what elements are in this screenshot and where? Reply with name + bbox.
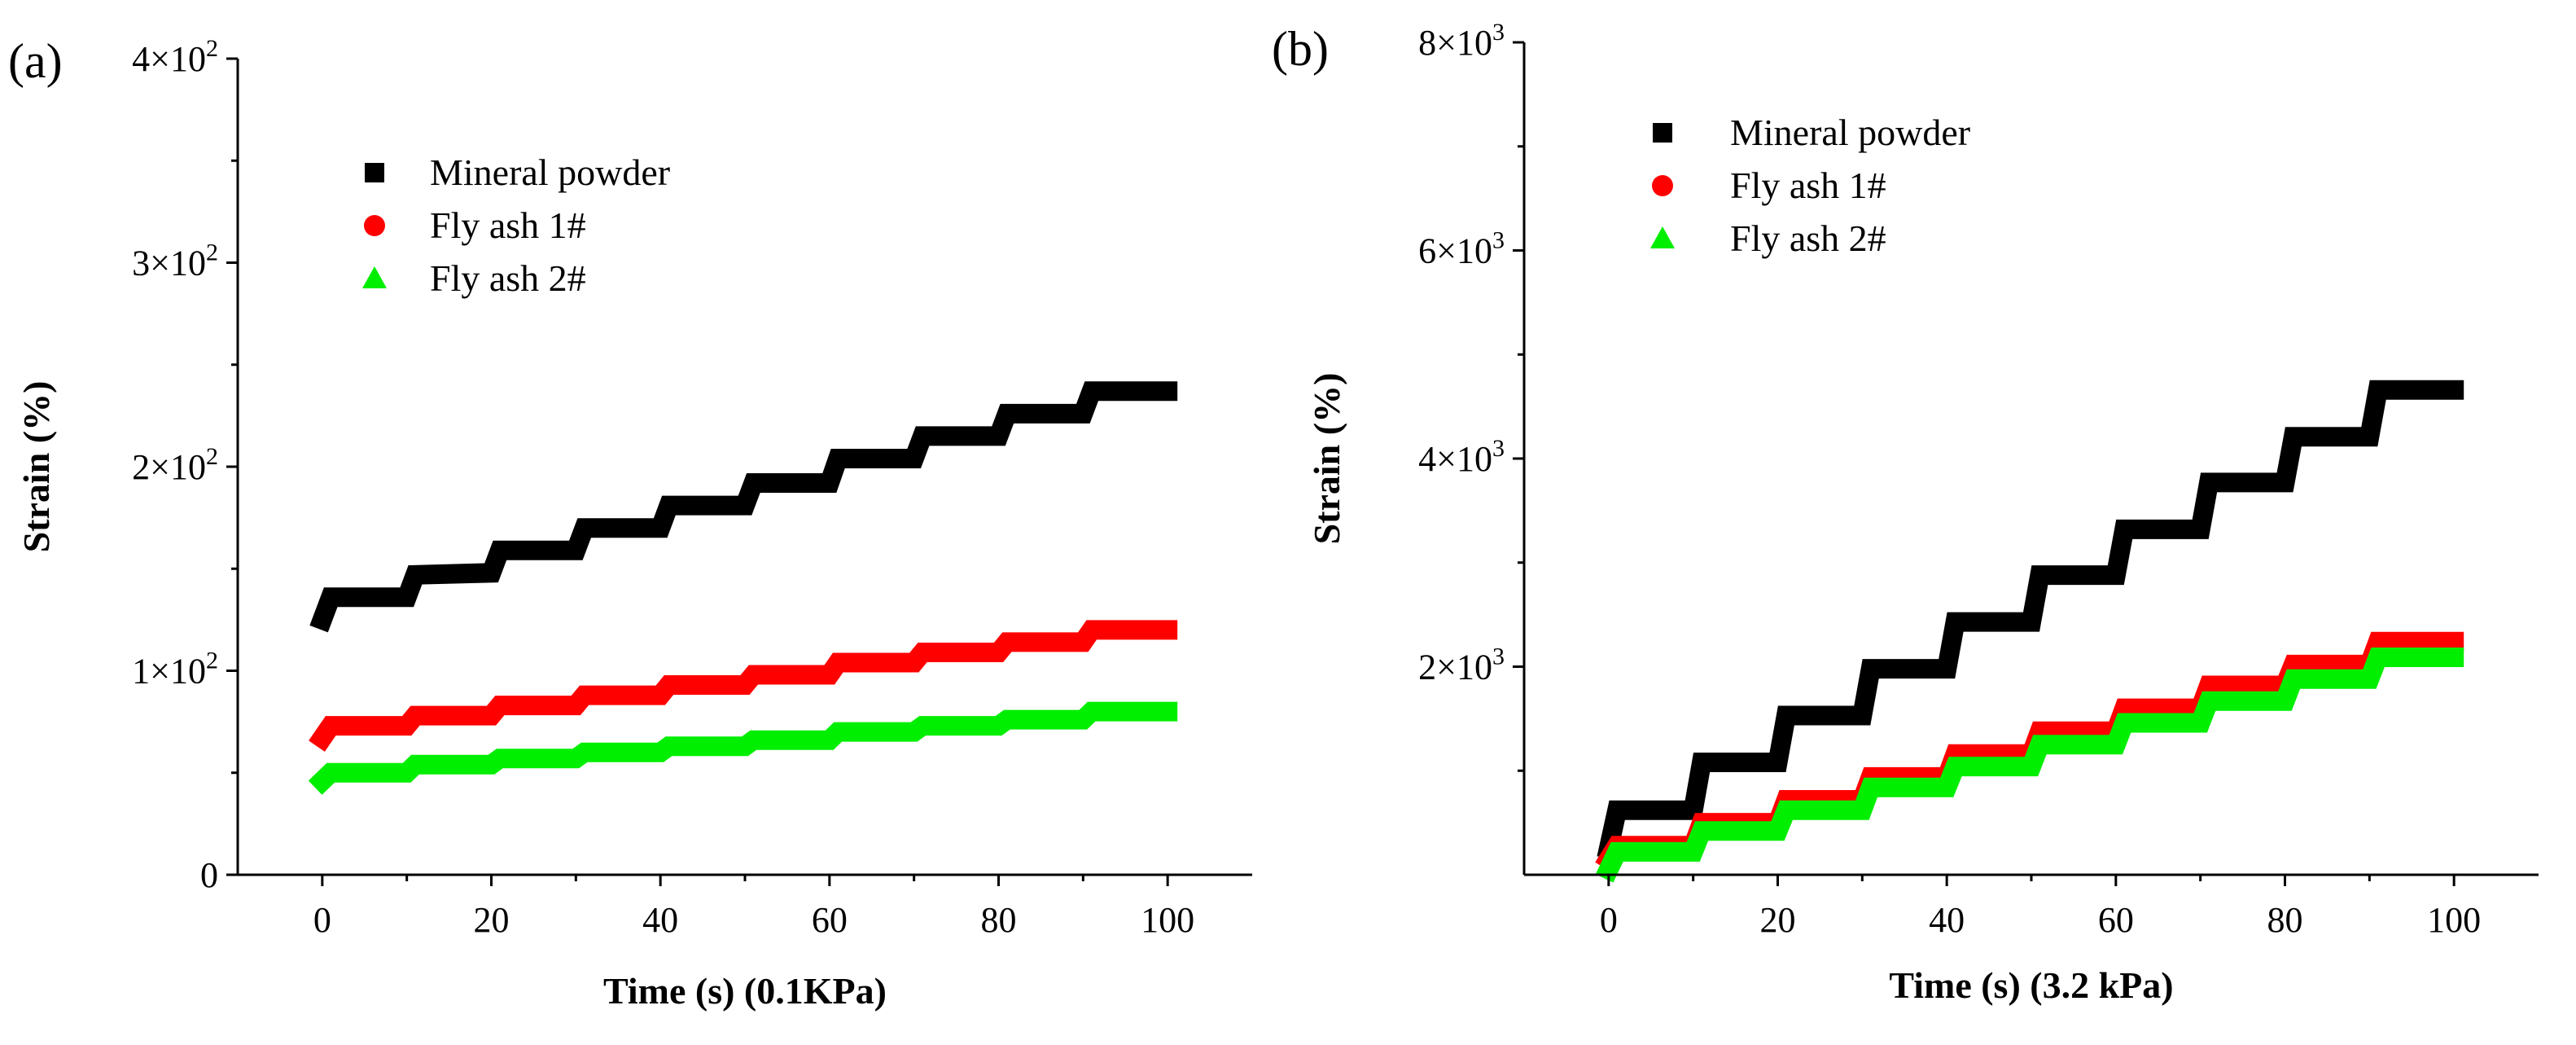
legend-label: Fly ash 1# xyxy=(430,204,586,246)
y-tick-label: 6×103 xyxy=(1418,227,1505,271)
y-tick-mantissa: 2×10 xyxy=(132,447,206,487)
x-tick-label: 40 xyxy=(1929,900,1965,940)
x-tick-label: 40 xyxy=(642,900,678,940)
y-tick-exponent: 3 xyxy=(1492,643,1505,670)
y-tick-exponent: 3 xyxy=(1492,19,1505,46)
x-axis-title: Time (s) (3.2 kPa) xyxy=(1889,964,2173,1006)
x-tick-label: 60 xyxy=(812,900,848,940)
chart-panel-a: (a)0 20 40 60 80 10001×1022×1023×1024×102Time… xyxy=(8,34,1252,1012)
y-tick-exponent: 3 xyxy=(1492,435,1505,462)
legend-label: Fly ash 2# xyxy=(430,257,586,299)
x-tick-label: 20 xyxy=(1760,900,1796,940)
y-tick-exponent: 2 xyxy=(206,648,218,674)
legend-label: Fly ash 1# xyxy=(1730,165,1886,206)
x-tick-label: 60 xyxy=(2098,900,2134,940)
panel-label: (b) xyxy=(1272,22,1329,76)
series-line-fly-ash-2 xyxy=(308,701,1178,795)
y-tick-mantissa: 4×10 xyxy=(132,39,206,79)
y-tick-mantissa: 6×10 xyxy=(1418,231,1492,271)
x-tick-label: 100 xyxy=(1141,900,1194,940)
legend: Mineral powder Fly ash 1# Fly ash 2# xyxy=(362,151,670,299)
series-line-mineral-powder xyxy=(1597,380,2464,861)
chart-panel-b: (b)0 20 40 60 80 1002×1034×1036×1038×103Time … xyxy=(1272,19,2539,1006)
series-line-fly-ash-2 xyxy=(1595,648,2464,883)
y-tick-exponent: 2 xyxy=(206,239,218,266)
y-tick-mantissa: 0 xyxy=(200,855,218,895)
x-tick-label: 80 xyxy=(981,900,1017,940)
y-tick-label: 2×103 xyxy=(1418,643,1505,687)
y-tick-label: 4×103 xyxy=(1418,435,1505,479)
x-axis-title: Time (s) (0.1KPa) xyxy=(603,970,887,1012)
x-tick-label: 100 xyxy=(2427,900,2481,940)
legend-label: Mineral powder xyxy=(1730,112,1970,153)
x-tick-label: 80 xyxy=(2267,900,2303,940)
y-tick-label: 8×103 xyxy=(1418,19,1505,63)
y-tick-label: 3×102 xyxy=(132,239,218,283)
legend-label: Fly ash 2# xyxy=(1730,217,1886,259)
x-tick-label: 20 xyxy=(474,900,510,940)
y-tick-mantissa: 3×10 xyxy=(132,244,206,283)
y-tick-label: 4×102 xyxy=(132,35,218,79)
legend-marker-circle xyxy=(1652,175,1673,196)
y-tick-exponent: 2 xyxy=(206,35,218,62)
legend-marker-circle xyxy=(364,215,385,236)
y-tick-exponent: 2 xyxy=(206,443,218,470)
legend-marker-triangle xyxy=(1650,226,1675,248)
y-axis-title: Strain (%) xyxy=(1306,373,1347,545)
legend-marker-square xyxy=(365,163,384,182)
y-tick-label: 0 xyxy=(200,855,218,895)
y-tick-mantissa: 4×10 xyxy=(1418,439,1492,479)
legend-marker-triangle xyxy=(362,266,387,288)
legend-marker-square xyxy=(1653,123,1672,143)
y-tick-label: 1×102 xyxy=(132,648,218,692)
panel-label: (a) xyxy=(8,34,63,88)
x-tick-label: 0 xyxy=(313,900,331,940)
legend: Mineral powder Fly ash 1# Fly ash 2# xyxy=(1650,112,1970,259)
x-tick-label: 0 xyxy=(1600,900,1618,940)
y-tick-mantissa: 2×10 xyxy=(1418,648,1492,687)
y-tick-exponent: 3 xyxy=(1492,227,1505,254)
y-axis-title: Strain (%) xyxy=(15,381,57,553)
y-tick-mantissa: 1×10 xyxy=(132,652,206,692)
y-tick-label: 2×102 xyxy=(132,443,218,487)
series-line-mineral-powder xyxy=(309,381,1178,633)
series-line-fly-ash-1 xyxy=(309,620,1178,752)
y-tick-mantissa: 8×10 xyxy=(1418,23,1492,63)
legend-label: Mineral powder xyxy=(430,151,670,193)
